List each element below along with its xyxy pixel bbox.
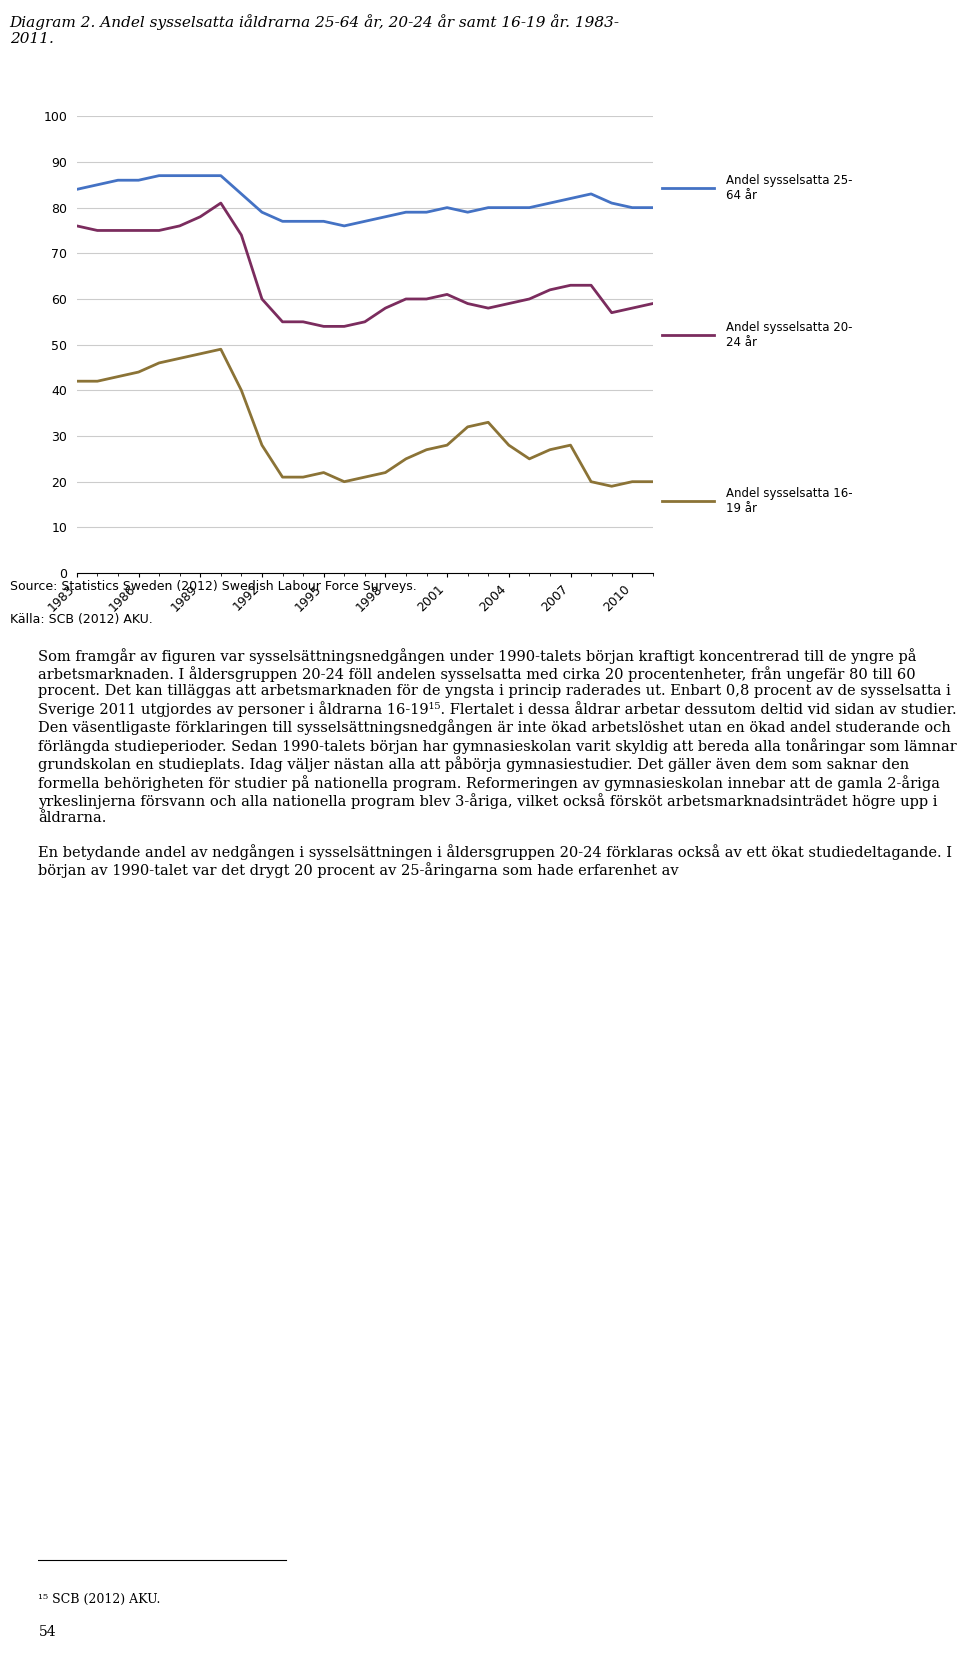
Text: Source: Statistics Sweden (2012) Swedish Labour Force Surveys.: Source: Statistics Sweden (2012) Swedish…	[10, 580, 417, 593]
Text: 54: 54	[38, 1624, 56, 1639]
Text: Andel sysselsatta 25-
64 år: Andel sysselsatta 25- 64 år	[726, 174, 852, 203]
Text: Källa: SCB (2012) AKU.: Källa: SCB (2012) AKU.	[10, 613, 153, 626]
Text: Diagram 2. Andel sysselsatta iåldrarna 25-64 år, 20-24 år samt 16-19 år. 1983-
2: Diagram 2. Andel sysselsatta iåldrarna 2…	[10, 13, 619, 47]
Text: Andel sysselsatta 16-
19 år: Andel sysselsatta 16- 19 år	[726, 487, 852, 515]
Text: Som framgår av figuren var sysselsättningsnedgången under 1990-talets början kra: Som framgår av figuren var sysselsättnin…	[38, 648, 957, 879]
Text: ¹⁵ SCB (2012) AKU.: ¹⁵ SCB (2012) AKU.	[38, 1593, 160, 1606]
Text: Andel sysselsatta 20-
24 år: Andel sysselsatta 20- 24 år	[726, 321, 852, 349]
